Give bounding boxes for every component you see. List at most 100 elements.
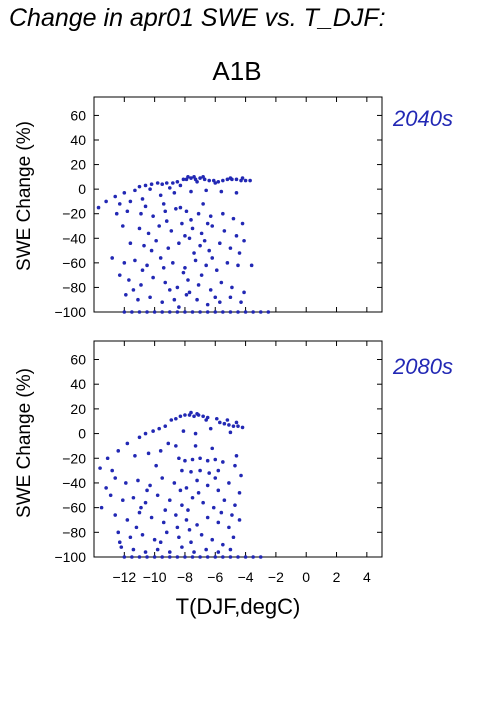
- y-tick-label: −100: [54, 549, 86, 565]
- data-point: [195, 478, 199, 483]
- data-point: [210, 256, 215, 260]
- data-point: [160, 300, 165, 304]
- data-point: [208, 288, 213, 292]
- data-point: [128, 535, 133, 540]
- data-point: [186, 508, 190, 512]
- data-point: [145, 488, 149, 493]
- data-point: [167, 186, 172, 190]
- data-point: [122, 261, 127, 265]
- data-point: [214, 416, 219, 421]
- data-point: [104, 199, 108, 204]
- data-point: [174, 513, 178, 517]
- data-point: [234, 191, 239, 195]
- data-point: [205, 221, 210, 226]
- data-point: [143, 431, 148, 436]
- data-point: [222, 229, 227, 233]
- data-point: [227, 423, 231, 427]
- data-point: [187, 236, 192, 241]
- data-point: [167, 555, 172, 559]
- data-point: [177, 305, 181, 309]
- data-point: [225, 418, 230, 422]
- data-point: [152, 310, 157, 314]
- data-point: [149, 248, 154, 253]
- data-point: [216, 550, 221, 554]
- data-point: [164, 181, 169, 185]
- data-point: [160, 555, 165, 559]
- data-point: [117, 540, 122, 544]
- data-point: [171, 181, 175, 185]
- data-point: [186, 175, 190, 179]
- data-point: [192, 251, 196, 255]
- data-point: [196, 211, 201, 216]
- data-point: [116, 449, 121, 453]
- data-point: [161, 520, 166, 525]
- data-point: [98, 466, 102, 470]
- data-point: [133, 258, 137, 263]
- data-point: [225, 261, 230, 265]
- data-point: [145, 263, 149, 268]
- data-point: [225, 177, 230, 182]
- data-point: [96, 205, 101, 210]
- data-point: [202, 238, 207, 243]
- data-point: [219, 280, 224, 285]
- data-point: [134, 525, 139, 530]
- data-point: [174, 444, 178, 448]
- data-point: [198, 456, 202, 461]
- data-point: [258, 555, 263, 559]
- data-point: [201, 175, 205, 179]
- data-point: [136, 478, 140, 483]
- y-tick-label: −20: [62, 450, 86, 466]
- data-point: [158, 449, 163, 453]
- data-point: [214, 268, 219, 273]
- data-point: [160, 310, 165, 314]
- data-point: [213, 476, 218, 480]
- data-point: [177, 535, 181, 540]
- data-point: [163, 508, 168, 512]
- y-tick-label: −60: [62, 500, 86, 516]
- data-point: [204, 188, 208, 193]
- data-point: [186, 278, 190, 282]
- data-point: [228, 176, 233, 180]
- data-point: [228, 246, 233, 250]
- data-point: [181, 429, 186, 433]
- data-point: [117, 273, 122, 277]
- x-axis-label: T(DJF,degC): [175, 594, 301, 619]
- data-point: [221, 211, 225, 216]
- data-point: [175, 555, 180, 559]
- data-point: [190, 495, 195, 500]
- data-point: [213, 181, 218, 185]
- data-point: [189, 470, 193, 474]
- y-tick-label: 0: [78, 426, 86, 442]
- data-point: [198, 176, 202, 180]
- data-point: [164, 530, 169, 535]
- data-point: [213, 457, 218, 462]
- data-point: [221, 542, 225, 547]
- data-point: [183, 265, 187, 270]
- data-point: [157, 224, 161, 228]
- data-point: [130, 310, 134, 314]
- data-point: [143, 500, 148, 505]
- data-point: [122, 310, 127, 314]
- data-point: [117, 202, 122, 206]
- data-point: [137, 510, 142, 515]
- x-tick-label: −6: [207, 569, 223, 585]
- data-point: [167, 288, 172, 292]
- data-point: [199, 273, 204, 277]
- data-point: [190, 310, 195, 314]
- data-point: [243, 178, 248, 183]
- data-point: [240, 176, 245, 180]
- data-point: [237, 251, 242, 255]
- data-point: [198, 468, 202, 473]
- data-point: [249, 263, 254, 268]
- data-point: [140, 268, 145, 273]
- data-point: [234, 453, 239, 458]
- data-point: [116, 530, 121, 535]
- data-point: [236, 263, 240, 268]
- data-point: [124, 481, 128, 485]
- data-point: [248, 178, 252, 183]
- data-point: [218, 300, 222, 304]
- data-point: [228, 430, 233, 435]
- y-tick-label: −80: [62, 524, 86, 540]
- data-point: [178, 183, 183, 188]
